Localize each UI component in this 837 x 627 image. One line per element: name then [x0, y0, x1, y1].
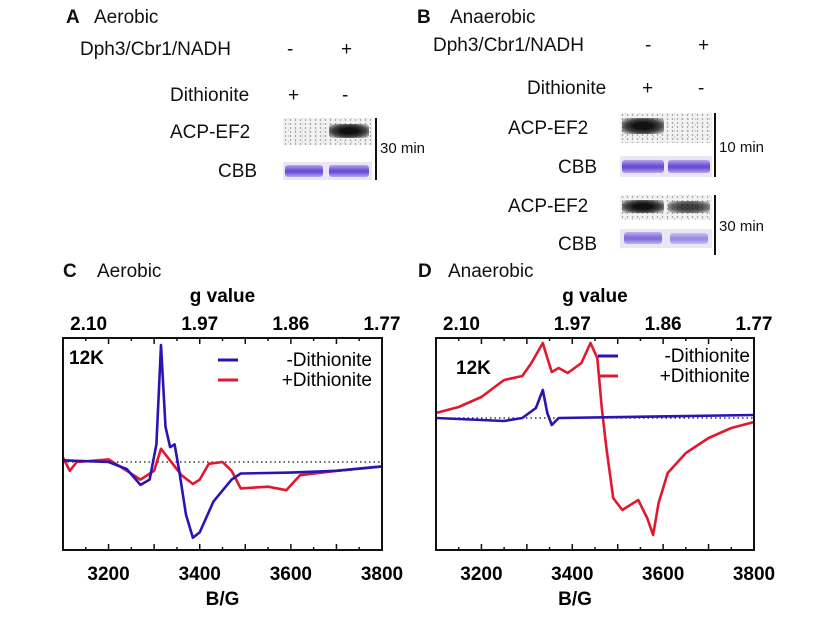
panel-d-title: Anaerobic [448, 261, 534, 282]
panel-b-stain-label-30min: CBB [558, 234, 598, 255]
time-bracket [714, 113, 716, 177]
panel-b-time-30min: 30 min [719, 218, 765, 235]
panel-b-dph3-label: Dph3/Cbr1/NADH [433, 35, 584, 56]
gel-band [329, 124, 369, 138]
panel-b-cbb-gel-10min [620, 156, 712, 177]
panel-b-stain-label-10min: CBB [558, 157, 598, 178]
series-line-minus-dithionite [435, 388, 755, 427]
panel-a-time: 30 min [380, 140, 426, 157]
g-value-axis-label: g value [190, 286, 255, 307]
g-tick-label: 1.86 [272, 314, 309, 335]
g-tick-label: 1.97 [554, 314, 591, 335]
panel-b-dph3-sign-2: + [698, 35, 710, 56]
panel-b-gel-label-10min: ACP-EF2 [508, 118, 589, 139]
panel-a-acp-ef2-gel [283, 118, 372, 145]
panel-b-dph3-sign-1: - [645, 35, 652, 56]
panel-b-time-10min: 10 min [719, 139, 765, 156]
epr-chart-c: g value 2.10 1.97 1.86 1.77 3200 3400 3600 3800 B… [61, 286, 403, 610]
x-tick-label: 3800 [361, 564, 403, 585]
x-tick-label: 3200 [87, 564, 129, 585]
gel-band [668, 160, 710, 173]
gel-band [622, 118, 664, 134]
gel-band [622, 200, 664, 213]
panel-b-acp-ef2-gel-30min [620, 195, 712, 220]
panel-b-dithionite-sign-1: + [642, 78, 654, 99]
panel-a-cbb-gel [283, 162, 372, 180]
panel-a-dph3-sign-1: - [287, 39, 294, 60]
x-tick-label: 3800 [733, 564, 775, 585]
panel-b-cbb-gel-30min [620, 229, 712, 248]
panel-a-dithionite-sign-2: - [342, 85, 349, 106]
gel-band [670, 233, 708, 244]
series-line-minus-dithionite [62, 343, 383, 540]
panel-a-dithionite-label: Dithionite [170, 85, 250, 106]
time-bracket [375, 118, 377, 180]
plot-frame [435, 337, 755, 551]
temperature-label: 12K [69, 348, 104, 369]
x-tick-label: 3200 [460, 564, 502, 585]
g-tick-label: 1.77 [364, 314, 401, 335]
x-tick-label: 3400 [179, 564, 221, 585]
g-tick-label: 1.97 [181, 314, 218, 335]
x-axis-label: B/G [206, 589, 240, 610]
panel-a-letter: A [66, 7, 80, 28]
panel-b-dithionite-sign-2: - [698, 78, 705, 99]
x-axis-label: B/G [558, 589, 592, 610]
panel-a-title: Aerobic [94, 7, 159, 28]
panel-b-letter: B [417, 7, 431, 28]
g-tick-label: 2.10 [70, 314, 107, 335]
panel-c-title: Aerobic [97, 261, 162, 282]
x-tick-label: 3400 [551, 564, 593, 585]
panel-a-dithionite-sign-1: + [288, 85, 300, 106]
series-line-plus-dithionite [435, 341, 755, 537]
legend-label: +Dithionite [660, 366, 750, 387]
legend-label: -Dithionite [286, 350, 372, 371]
panel-a-dph3-label: Dph3/Cbr1/NADH [80, 39, 231, 60]
series-line-plus-dithionite [61, 447, 383, 492]
panel-a-stain-label: CBB [218, 161, 258, 182]
temperature-label: 12K [456, 358, 491, 379]
panel-a-gel-label: ACP-EF2 [170, 122, 251, 143]
g-value-axis-label: g value [562, 286, 627, 307]
legend-label: +Dithionite [282, 370, 372, 391]
panel-b-title: Anaerobic [450, 7, 536, 28]
panel-b-acp-ef2-gel-10min [620, 113, 712, 143]
epr-chart-d: g value 2.10 1.97 1.86 1.77 3200 3400 3600 3800 B… [435, 286, 775, 610]
panel-d-letter: D [418, 261, 432, 282]
gel-band [329, 165, 369, 177]
time-bracket [714, 195, 716, 255]
gel-band [622, 160, 664, 173]
panel-b-dithionite-label: Dithionite [527, 78, 607, 99]
g-tick-label: 1.86 [645, 314, 682, 335]
gel-band [668, 201, 710, 213]
g-tick-label: 1.77 [736, 314, 773, 335]
panel-a-dph3-sign-2: + [341, 39, 353, 60]
x-tick-label: 3600 [642, 564, 684, 585]
x-tick-label: 3600 [270, 564, 312, 585]
panel-b-gel-label-30min: ACP-EF2 [508, 196, 589, 217]
plot-frame [62, 337, 383, 551]
gel-band [285, 165, 323, 177]
g-tick-label: 2.10 [443, 314, 480, 335]
panel-c-letter: C [63, 261, 77, 282]
legend-label: -Dithionite [664, 346, 750, 367]
gel-band [624, 232, 662, 244]
